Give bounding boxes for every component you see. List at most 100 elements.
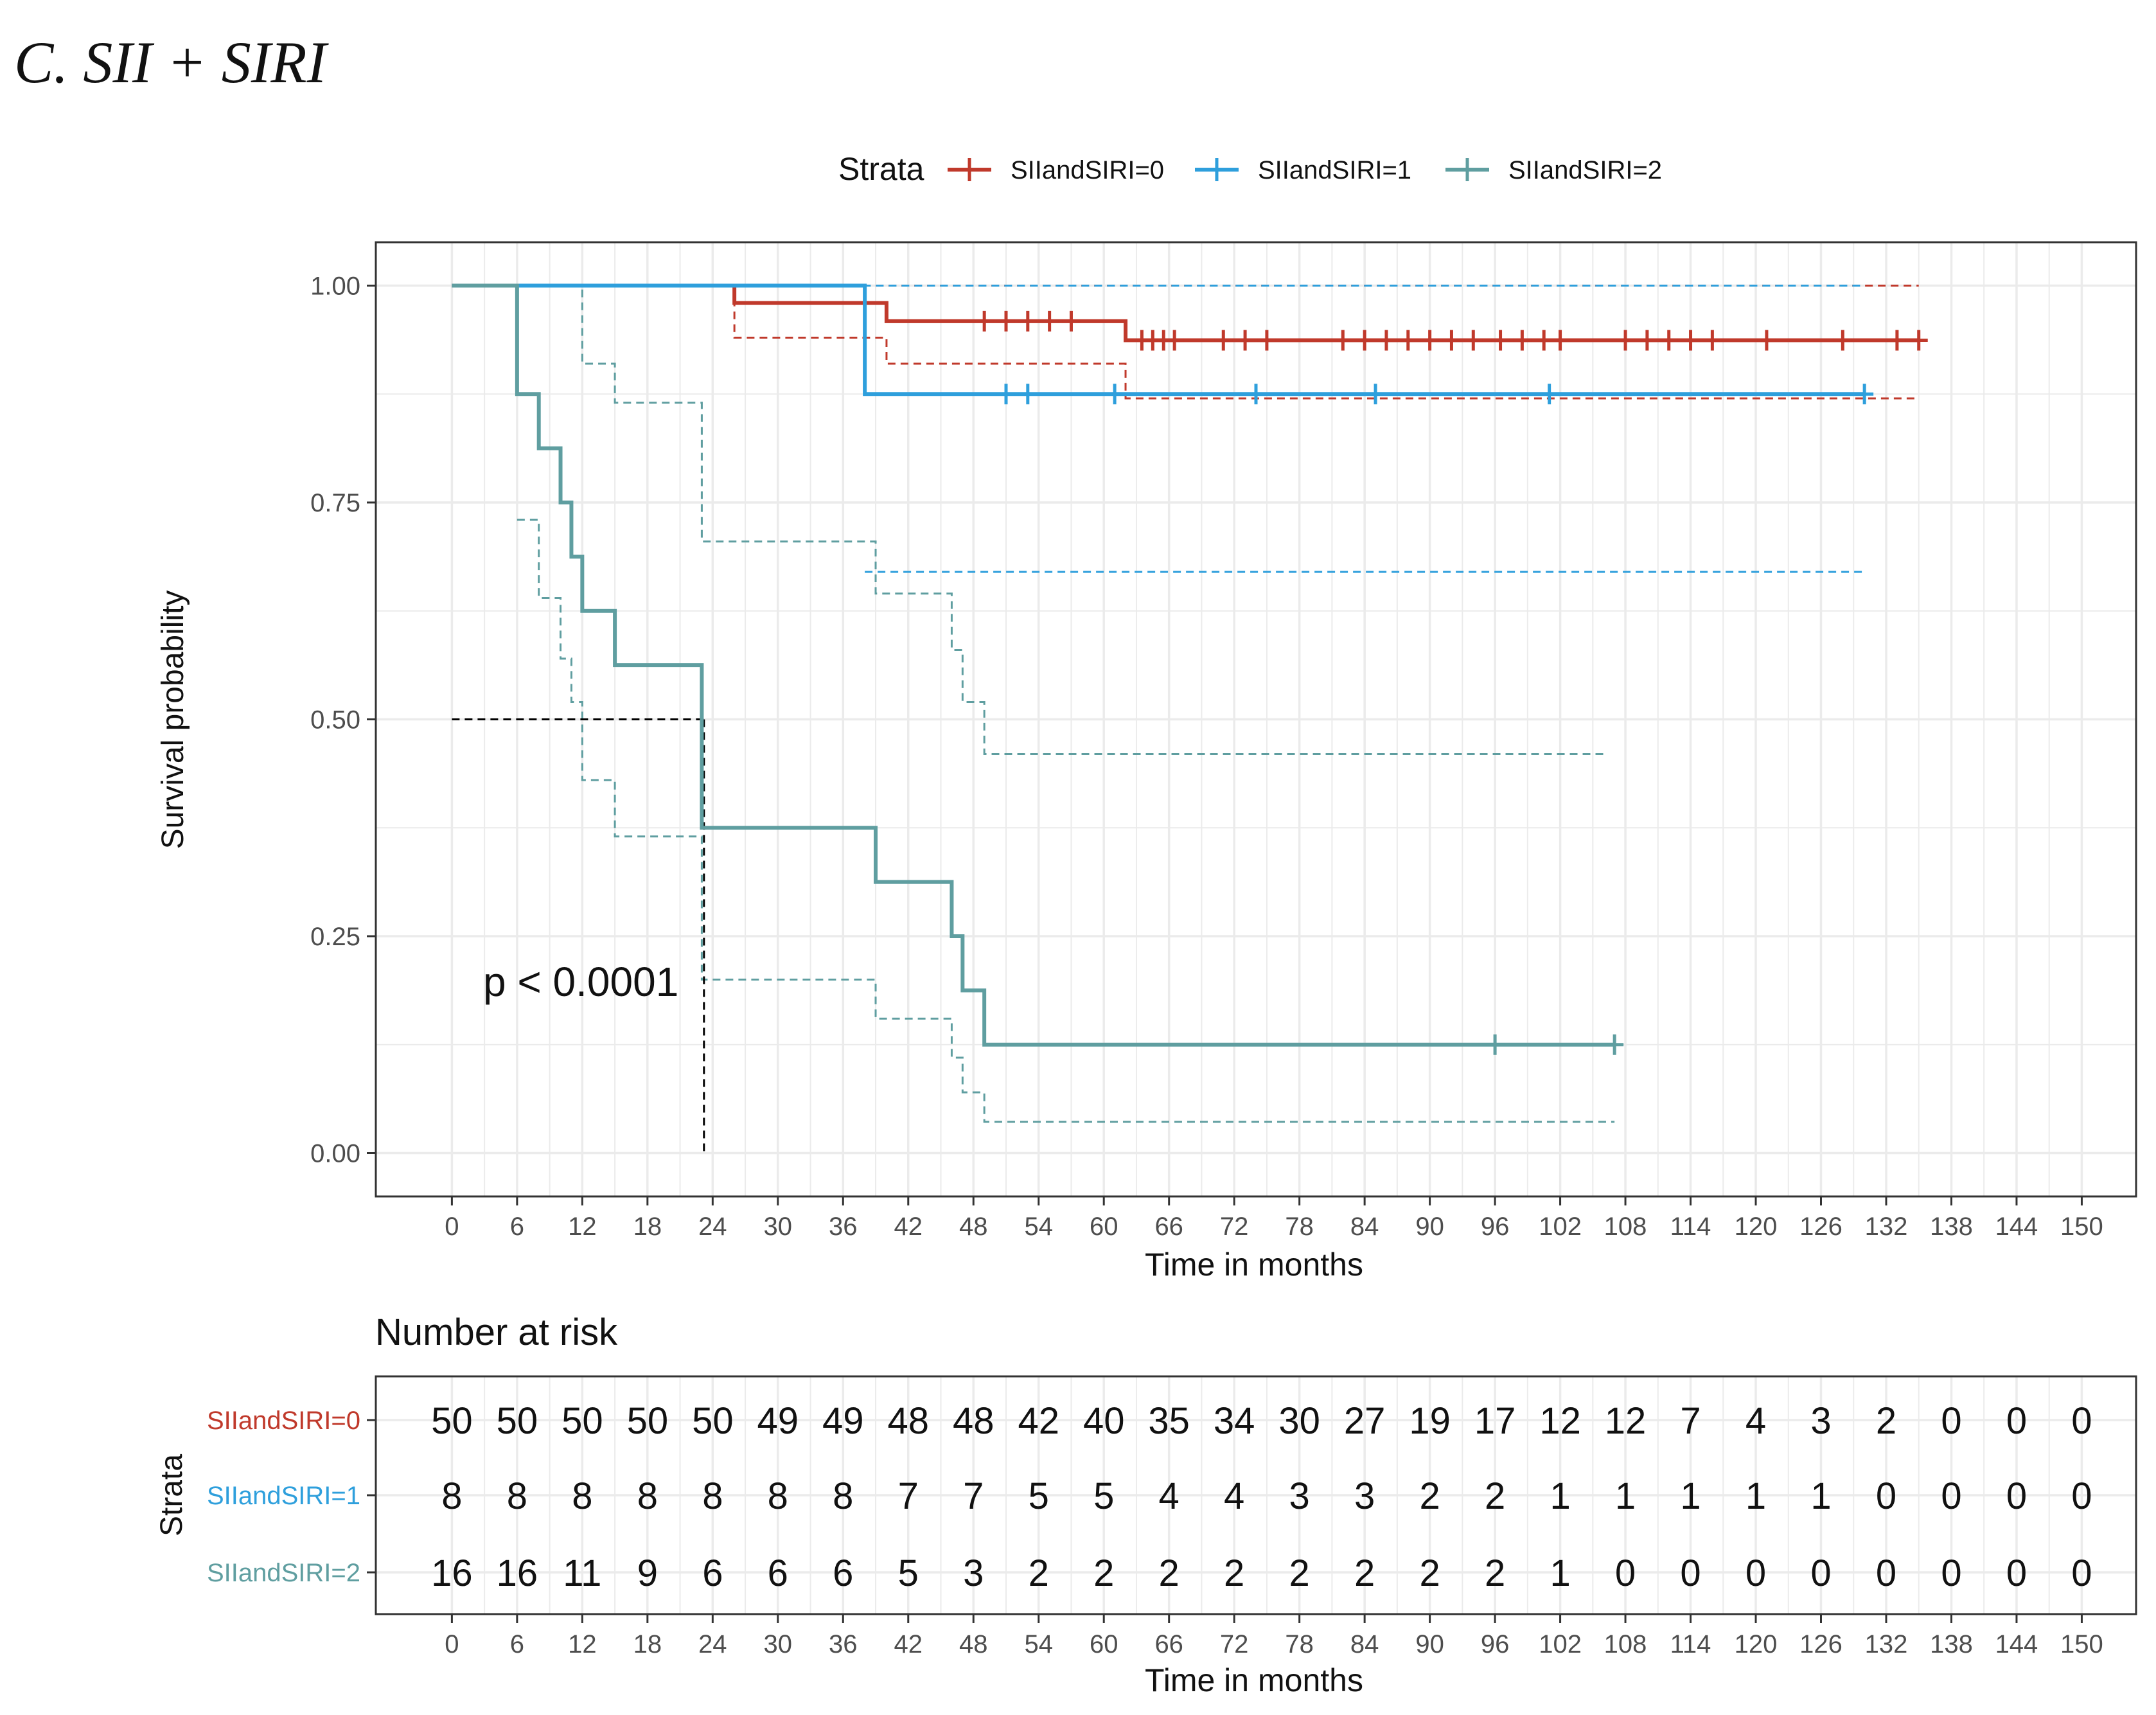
censor-mark [1334, 330, 1352, 351]
risk-cell: 16 [431, 1552, 473, 1594]
risk-cell: 2 [1029, 1552, 1049, 1594]
risk-cell: 30 [1278, 1400, 1320, 1442]
risk-cell: 8 [637, 1475, 658, 1517]
censor-mark [1420, 330, 1439, 351]
risk-grid [376, 1376, 2136, 1614]
legend-item-label: SIIandSIRI=0 [1011, 156, 1164, 184]
risk-cell: 7 [963, 1475, 984, 1517]
risk-cell: 6 [702, 1552, 723, 1594]
risk-cell: 2 [1419, 1552, 1440, 1594]
risk-rows: SIIandSIRI=0 50 50 50 50 50 49 49 48 48 42 40 35 34 30… [207, 1400, 2092, 1594]
risk-x-tick-label: 72 [1220, 1630, 1249, 1658]
risk-row-label: SIIandSIRI=0 [207, 1407, 360, 1435]
y-tick-label: 0.00 [310, 1140, 360, 1168]
risk-cell: 2 [1159, 1552, 1180, 1594]
curve-s2 [452, 283, 1615, 1047]
risk-cell: 17 [1474, 1400, 1516, 1442]
risk-cell: 50 [627, 1400, 669, 1442]
censor-mark [1535, 330, 1553, 351]
risk-cell: 2 [1354, 1552, 1375, 1594]
risk-cell: 2 [1419, 1475, 1440, 1517]
censor-mark [1638, 330, 1656, 351]
risk-cell: 3 [1289, 1475, 1310, 1517]
risk-cell: 50 [497, 1400, 538, 1442]
censor-mark [1442, 330, 1461, 351]
censor-mark [1257, 330, 1276, 351]
x-tick-label: 24 [698, 1213, 727, 1241]
legend-item-label: SIIandSIRI=2 [1508, 156, 1662, 184]
x-tick-label: 78 [1285, 1213, 1314, 1241]
risk-row-label: SIIandSIRI=2 [207, 1559, 360, 1587]
curve-s1 [452, 283, 1865, 396]
risk-x-tick-label: 96 [1481, 1630, 1510, 1658]
x-tick-label: 132 [1865, 1213, 1908, 1241]
risk-border [375, 1375, 2137, 1615]
x-tick-label: 114 [1670, 1213, 1711, 1241]
x-tick-label: 48 [959, 1213, 988, 1241]
x-tick-label: 84 [1350, 1213, 1379, 1241]
risk-cell: 35 [1148, 1400, 1190, 1442]
x-tick-label: 108 [1604, 1213, 1647, 1241]
risk-cell: 0 [1810, 1552, 1831, 1594]
risk-cell: 8 [702, 1475, 723, 1517]
censor-mark [1399, 330, 1417, 351]
pvalue-label: p < 0.0001 [483, 959, 678, 1005]
censor-mark [1247, 384, 1265, 405]
censor-mark [1018, 384, 1037, 405]
risk-x-tick-label: 36 [829, 1630, 858, 1658]
risk-x-axis: 0 6 12 18 24 30 36 42 48 54 60 66 72 78 84 90 96 102 108 11… [445, 1614, 2103, 1658]
risk-cell: 42 [1018, 1400, 1059, 1442]
x-tick-label: 96 [1481, 1213, 1510, 1241]
censor-mark [1040, 310, 1059, 332]
risk-cell: 50 [431, 1400, 473, 1442]
risk-cell: 8 [441, 1475, 462, 1517]
x-tick-label: 54 [1024, 1213, 1053, 1241]
risk-row: SIIandSIRI=2 16 16 11 9 6 6 6 5 3 2 2 2 2 2 2 2 2 1 0 0 0 0 0 0 0… [207, 1552, 2092, 1594]
censor-mark [1757, 330, 1776, 351]
censor-mark [1887, 330, 1906, 351]
risk-cell: 1 [1615, 1475, 1636, 1517]
risk-x-tick-label: 108 [1604, 1630, 1647, 1658]
censor-marks [975, 310, 1928, 1055]
risk-cell: 16 [497, 1552, 538, 1594]
risk-x-tick-label: 24 [698, 1630, 727, 1658]
censor-mark [1833, 330, 1852, 351]
x-tick-label: 144 [1995, 1213, 2038, 1241]
x-tick-label: 18 [633, 1213, 662, 1241]
risk-row-label: SIIandSIRI=1 [207, 1482, 360, 1510]
censor-mark [1703, 330, 1722, 351]
risk-x-tick-label: 48 [959, 1630, 988, 1658]
x-tick-label: 72 [1220, 1213, 1249, 1241]
censor-mark [1236, 330, 1255, 351]
risk-cell: 2 [1224, 1552, 1244, 1594]
x-tick-label: 150 [2060, 1213, 2103, 1241]
risk-x-tick-label: 6 [510, 1630, 524, 1658]
risk-y-axis-title: Strata [155, 1454, 189, 1536]
risk-cell: 49 [757, 1400, 799, 1442]
risk-cell: 9 [637, 1552, 658, 1594]
risk-cell: 8 [833, 1475, 853, 1517]
risk-x-tick-label: 42 [894, 1630, 923, 1658]
risk-x-tick-label: 144 [1995, 1630, 2038, 1658]
ci-upper-s2 [560, 285, 1604, 755]
x-axis-title: Time in months [1145, 1247, 1363, 1283]
x-tick-label: 30 [764, 1213, 793, 1241]
risk-x-tick-label: 60 [1090, 1630, 1118, 1658]
survival-curves [452, 283, 1919, 1047]
risk-cell: 2 [1485, 1475, 1505, 1517]
risk-cell: 0 [2006, 1475, 2027, 1517]
risk-cell: 0 [1876, 1552, 1896, 1594]
legend: Strata SIIandSIRI=0 SIIandSIRI=1 SIIandSIR… [838, 151, 1662, 187]
y-tick-label: 0.75 [310, 489, 360, 517]
censor-mark [1513, 330, 1532, 351]
median-survival-lines [452, 718, 705, 1153]
risk-cell: 5 [898, 1552, 919, 1594]
risk-cell: 11 [563, 1552, 601, 1594]
risk-cell: 0 [1941, 1552, 1961, 1594]
risk-cell: 3 [963, 1552, 984, 1594]
x-tick-label: 120 [1735, 1213, 1778, 1241]
risk-x-tick-label: 114 [1670, 1630, 1711, 1658]
risk-cell: 3 [1810, 1400, 1831, 1442]
risk-cell: 8 [768, 1475, 788, 1517]
